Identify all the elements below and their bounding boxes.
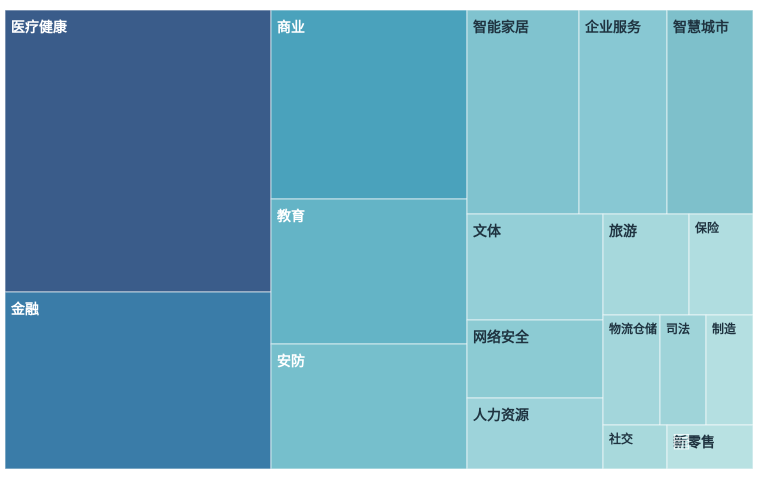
- treemap-tile-label: 制造: [712, 321, 737, 336]
- treemap-tile-label: 司法: [666, 321, 690, 336]
- treemap-tile[interactable]: 教育: [270, 198, 468, 345]
- treemap-tile-rect[interactable]: [4, 291, 272, 470]
- treemap-tile-rect[interactable]: [270, 9, 468, 200]
- treemap-tile[interactable]: 智慧城市: [666, 9, 754, 215]
- treemap-tile[interactable]: 社交: [602, 424, 668, 470]
- treemap-tile-label: 网络安全: [473, 329, 530, 346]
- treemap-tile[interactable]: 商业: [270, 9, 468, 200]
- treemap-tile-rect[interactable]: [4, 9, 272, 293]
- treemap-tile-label: 企业服务: [584, 19, 642, 36]
- treemap-tile[interactable]: 网络安全: [466, 319, 604, 399]
- treemap-tile-label: 商业: [277, 19, 305, 36]
- treemap-tile[interactable]: 制造: [705, 314, 754, 426]
- treemap-tile-rect[interactable]: [705, 314, 754, 426]
- treemap-tile-rect[interactable]: [466, 319, 604, 399]
- treemap-tile-label: 教育: [277, 208, 305, 225]
- treemap-tile-rect[interactable]: [666, 9, 754, 215]
- treemap-tile-rect[interactable]: [578, 9, 668, 215]
- treemap-tile[interactable]: 智能家居: [466, 9, 580, 215]
- treemap-tile-rect[interactable]: [466, 213, 604, 321]
- treemap-tile[interactable]: 保险: [688, 213, 754, 316]
- treemap-tile[interactable]: 新零售: [666, 424, 754, 470]
- treemap-tile-label: 新零售: [673, 434, 715, 451]
- treemap-tile-label: 旅游: [609, 223, 637, 240]
- treemap-tile[interactable]: 安防: [270, 343, 468, 470]
- treemap-tile-rect[interactable]: [466, 9, 580, 215]
- treemap-tile-label: 社交: [608, 431, 633, 446]
- treemap-tile-rect[interactable]: [666, 424, 754, 470]
- treemap-tile-label: 金融: [10, 301, 39, 318]
- treemap-tile-rect[interactable]: [270, 343, 468, 470]
- treemap-tile-label: 物流仓储: [609, 321, 657, 336]
- treemap-tile-rect[interactable]: [270, 198, 468, 345]
- treemap-tile[interactable]: 企业服务: [578, 9, 668, 215]
- treemap-tile-label: 文体: [473, 223, 502, 240]
- treemap-tile[interactable]: 金融: [4, 291, 272, 470]
- treemap-tile[interactable]: 旅游: [602, 213, 690, 316]
- treemap-tile[interactable]: 文体: [466, 213, 604, 321]
- treemap-tile[interactable]: 医疗健康: [4, 9, 272, 293]
- treemap-tile-label: 智能家居: [472, 19, 529, 36]
- treemap-tile-label: 医疗健康: [11, 19, 68, 36]
- treemap-tile-rect[interactable]: [602, 314, 661, 426]
- treemap-tile[interactable]: 司法: [659, 314, 707, 426]
- treemap-tile-rect[interactable]: [602, 213, 690, 316]
- watermark-logo: ▤: [672, 428, 692, 452]
- treemap-tile-label: 安防: [277, 353, 305, 370]
- treemap-tile[interactable]: 人力资源: [466, 397, 604, 470]
- treemap-tile-label: 人力资源: [473, 407, 529, 424]
- treemap-tile-label: 保险: [694, 220, 720, 235]
- treemap-tile[interactable]: 物流仓储: [602, 314, 661, 426]
- treemap-tile-label: 智慧城市: [672, 19, 729, 36]
- treemap-tile-rect[interactable]: [466, 397, 604, 470]
